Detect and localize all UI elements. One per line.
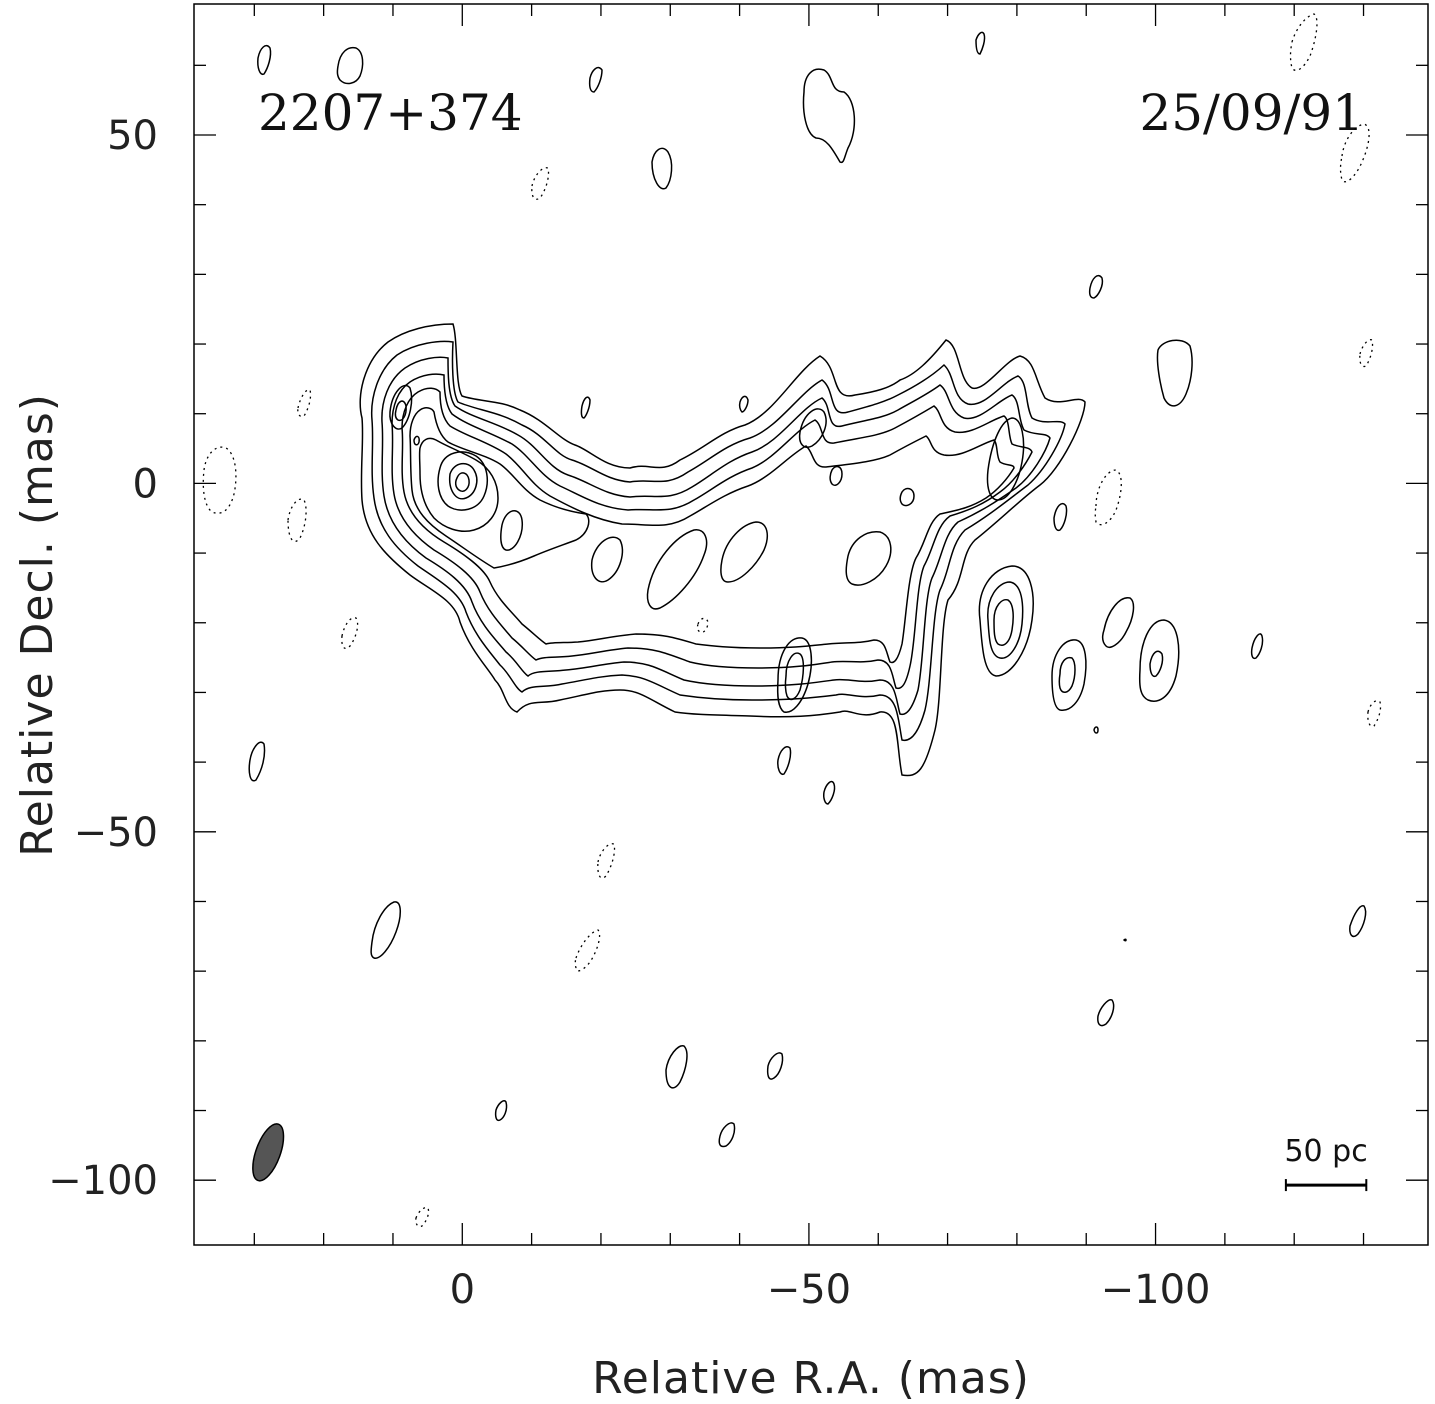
jet-knot-4	[720, 521, 769, 583]
jet-contour-level-3	[381, 356, 1051, 716]
knot-east-1	[978, 565, 1034, 677]
jet-knot-3	[646, 529, 708, 610]
jet-contour-level-8	[437, 451, 489, 511]
negative-contour-10	[1367, 700, 1382, 728]
negative-contour-6	[1094, 469, 1122, 526]
jet-contour-level-7	[418, 437, 499, 532]
jet-knot-1	[500, 510, 523, 551]
south-knot-2	[784, 652, 805, 701]
jet-knot-6	[829, 465, 843, 486]
jet-contour-peak	[454, 472, 470, 492]
beam-layer	[252, 1123, 285, 1182]
island-8	[738, 395, 749, 413]
island-6	[975, 31, 986, 55]
source-name-label: 2207+374	[258, 84, 523, 142]
knot-east-2-inner	[1058, 656, 1076, 693]
beam-ellipse	[252, 1123, 285, 1182]
island-1	[802, 68, 856, 164]
island-7	[1088, 274, 1104, 299]
negative-contour-4	[341, 617, 359, 650]
island-20	[1122, 938, 1127, 942]
contour-layer	[202, 13, 1382, 1228]
jet-contour-level-6	[409, 407, 590, 569]
island-14	[1349, 905, 1367, 938]
negative-contour-7	[1289, 13, 1318, 71]
jet-contour-outer	[359, 323, 1086, 777]
jet-knot-5	[845, 531, 892, 586]
island-3	[336, 46, 364, 85]
island-17	[766, 1052, 784, 1080]
knot-east-6	[1093, 726, 1099, 734]
x-tick-label: −50	[767, 1267, 851, 1313]
island-4	[257, 44, 272, 76]
x-tick-label: −100	[1101, 1267, 1211, 1313]
axis-tick-labels: 0 −50 −100 50 0 −50 −100	[48, 113, 1210, 1313]
knot-east-4	[1138, 619, 1180, 702]
y-tick-label: −100	[48, 1158, 158, 1204]
axis-ticks	[194, 4, 1428, 1245]
negative-contour-11	[597, 843, 616, 879]
jet-knot-9	[798, 408, 827, 448]
negative-contour-8	[1339, 123, 1370, 183]
knot-north-east	[1156, 339, 1193, 407]
island-13	[370, 901, 401, 959]
island-10	[248, 741, 266, 782]
island-11	[777, 746, 792, 776]
negative-contour-5	[531, 167, 550, 200]
scale-bar-label: 50 pc	[1284, 1134, 1367, 1169]
knot-east-2	[1051, 639, 1087, 711]
south-knot-1	[776, 637, 813, 713]
negative-contour-1	[202, 446, 237, 514]
jet-contour-level-9	[448, 462, 478, 500]
knot-east-3	[1101, 597, 1135, 648]
knot-east-1-core	[993, 598, 1014, 646]
knot-east-4-inner	[1149, 650, 1164, 678]
jet-knot-8	[986, 417, 1025, 501]
negative-contour-14	[696, 617, 709, 634]
jet-contour-level-5	[401, 387, 1015, 664]
negative-contour-3	[297, 389, 312, 418]
y-tick-label: 0	[133, 461, 158, 507]
knot-east-5	[1250, 633, 1264, 660]
island-2	[651, 147, 673, 190]
jet-contour-level-2	[370, 340, 1066, 742]
negative-contour-9	[1359, 339, 1374, 368]
core-knot-b	[394, 400, 407, 422]
negative-contour-13	[415, 1206, 430, 1228]
knot-east-1-inner	[987, 581, 1024, 659]
island-19	[718, 1122, 736, 1148]
jet-contour-level-4	[391, 373, 1033, 690]
island-16	[665, 1045, 688, 1089]
negative-contour-2	[287, 498, 307, 543]
island-5	[588, 66, 603, 93]
island-12	[823, 780, 836, 805]
negative-contour-12	[574, 929, 601, 972]
y-axis-label: Relative Decl. (mas)	[12, 393, 63, 857]
x-axis-label: Relative R.A. (mas)	[592, 1353, 1030, 1404]
plot-frame	[193, 3, 1429, 1246]
island-9	[580, 396, 591, 419]
core-knot-c	[413, 435, 420, 446]
y-tick-label: −50	[74, 810, 158, 856]
x-tick-label: 0	[450, 1267, 475, 1313]
island-18	[494, 1099, 508, 1122]
jet-knot-7	[899, 487, 915, 507]
observation-date-label: 25/09/91	[1139, 84, 1364, 142]
island-15	[1097, 999, 1115, 1027]
core-knot-a	[389, 384, 413, 430]
knot-east-7	[1053, 502, 1068, 532]
jet-knot-2	[590, 536, 624, 583]
y-tick-label: 50	[107, 113, 158, 159]
scale-bar: 50 pc	[1284, 1134, 1368, 1192]
